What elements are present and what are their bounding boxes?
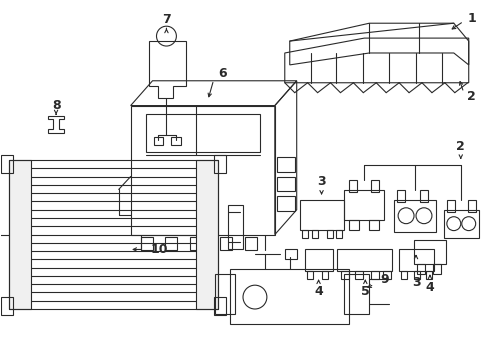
Text: 8: 8 xyxy=(52,99,60,112)
Text: 3: 3 xyxy=(317,175,326,189)
Text: 6: 6 xyxy=(219,67,227,80)
Bar xyxy=(302,230,308,238)
Bar xyxy=(215,274,235,314)
Bar xyxy=(230,269,349,324)
Bar xyxy=(369,220,379,230)
Bar xyxy=(214,155,226,173)
Bar xyxy=(414,271,420,279)
Bar xyxy=(414,239,446,264)
Bar xyxy=(444,210,479,238)
Bar xyxy=(300,200,344,230)
Text: 4: 4 xyxy=(426,281,434,294)
Bar xyxy=(307,271,313,279)
Text: 4: 4 xyxy=(314,285,323,298)
Bar xyxy=(166,237,177,251)
Text: 2: 2 xyxy=(456,140,465,153)
Bar xyxy=(468,200,476,212)
Bar xyxy=(172,137,181,145)
Bar xyxy=(141,237,152,251)
Bar xyxy=(285,249,297,260)
Bar xyxy=(153,137,164,145)
Text: 2: 2 xyxy=(467,90,476,103)
Text: 10: 10 xyxy=(150,243,168,256)
Bar xyxy=(394,200,436,231)
Bar xyxy=(399,249,434,271)
Bar xyxy=(196,160,218,309)
Bar xyxy=(344,274,369,314)
Bar xyxy=(277,196,294,211)
Bar xyxy=(1,155,13,173)
Bar xyxy=(146,113,260,152)
Bar xyxy=(326,230,333,238)
Bar xyxy=(305,249,333,271)
Bar xyxy=(417,264,425,274)
Bar xyxy=(342,271,349,279)
Bar xyxy=(371,271,379,279)
Bar xyxy=(447,200,455,212)
Bar xyxy=(349,180,357,192)
Bar xyxy=(9,160,31,309)
Bar xyxy=(190,237,202,251)
Bar xyxy=(214,297,226,315)
Bar xyxy=(344,190,384,220)
Text: 5: 5 xyxy=(361,285,369,298)
Bar xyxy=(433,264,441,274)
Text: 9: 9 xyxy=(380,273,389,286)
Bar xyxy=(397,190,405,202)
Bar xyxy=(337,230,343,238)
Bar xyxy=(131,105,275,235)
Bar xyxy=(321,271,327,279)
Bar xyxy=(277,176,294,192)
Text: 3: 3 xyxy=(412,276,420,289)
Bar xyxy=(245,237,257,251)
Bar xyxy=(401,271,407,279)
Bar xyxy=(338,249,392,271)
Bar xyxy=(1,297,13,315)
Text: 7: 7 xyxy=(162,13,171,26)
Bar xyxy=(349,220,359,230)
Bar xyxy=(383,271,391,279)
Bar xyxy=(220,237,232,251)
Bar xyxy=(355,271,363,279)
Bar xyxy=(420,190,428,202)
Bar xyxy=(277,157,294,172)
Bar xyxy=(371,180,379,192)
Bar xyxy=(312,230,318,238)
Bar xyxy=(426,271,432,279)
Text: 1: 1 xyxy=(467,12,476,25)
Bar xyxy=(9,160,218,309)
Bar xyxy=(228,205,243,249)
